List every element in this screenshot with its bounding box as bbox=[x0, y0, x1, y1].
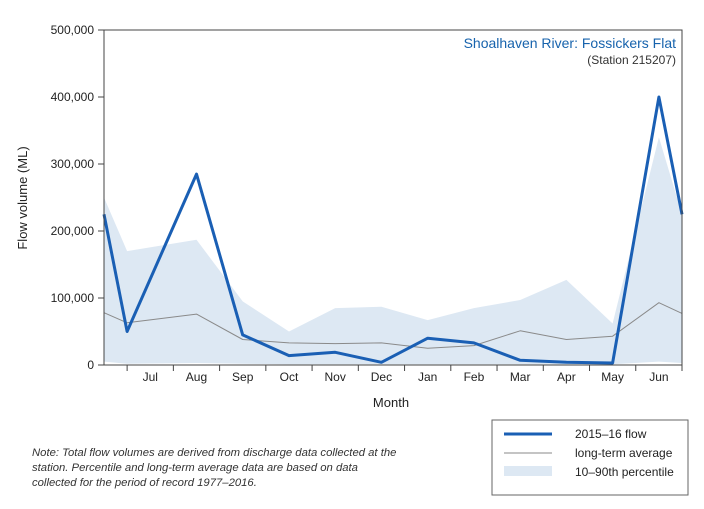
x-tick-label: Dec bbox=[371, 370, 392, 384]
y-tick-label: 500,000 bbox=[51, 23, 95, 37]
x-tick-label: Jun bbox=[649, 370, 668, 384]
x-tick-label: Apr bbox=[557, 370, 576, 384]
long-term-average-line bbox=[103, 302, 683, 349]
legend: 2015–16 flow long-term average 10–90th p… bbox=[491, 419, 689, 496]
x-tick-label: May bbox=[601, 370, 624, 384]
x-tick-label: Sep bbox=[232, 370, 254, 384]
y-tick-label: 400,000 bbox=[51, 90, 95, 104]
y-tick-label: 0 bbox=[87, 358, 94, 372]
percentile-band-layer bbox=[104, 137, 682, 365]
y-axis-title: Flow volume (ML) bbox=[15, 146, 30, 249]
legend-swatch-percentile bbox=[504, 466, 552, 476]
legend-label-average: long-term average bbox=[575, 446, 673, 460]
x-tick-label: Aug bbox=[186, 370, 207, 384]
x-tick-label: Jan bbox=[418, 370, 437, 384]
x-tick-label: Oct bbox=[280, 370, 299, 384]
y-tick-label: 300,000 bbox=[51, 157, 95, 171]
lines-layer bbox=[102, 95, 684, 365]
y-axis: 0 100,000 200,000 300,000 400,000 500,000 bbox=[51, 23, 104, 372]
x-tick-label: Nov bbox=[325, 370, 346, 384]
percentile-band bbox=[104, 137, 682, 365]
x-tick-label: Jul bbox=[143, 370, 158, 384]
y-tick-label: 100,000 bbox=[51, 291, 95, 305]
flow-2015-16-line bbox=[102, 95, 684, 365]
legend-label-flow: 2015–16 flow bbox=[575, 427, 647, 441]
y-tick-label: 200,000 bbox=[51, 224, 95, 238]
chart-note: Note: Total flow volumes are derived fro… bbox=[32, 447, 397, 489]
legend-box bbox=[491, 419, 689, 496]
chart-subtitle: (Station 215207) bbox=[587, 53, 676, 67]
x-axis-title: Month bbox=[373, 395, 409, 410]
x-tick-label: Mar bbox=[510, 370, 531, 384]
plot-frame bbox=[103, 29, 683, 366]
chart-title: Shoalhaven River: Fossickers Flat bbox=[464, 35, 677, 51]
x-axis: Jul Aug Sep Oct Nov Dec Jan Feb Mar Apr May Jun bbox=[126, 365, 683, 384]
x-tick-label: Feb bbox=[464, 370, 485, 384]
legend-label-percentile: 10–90th percentile bbox=[575, 465, 674, 479]
